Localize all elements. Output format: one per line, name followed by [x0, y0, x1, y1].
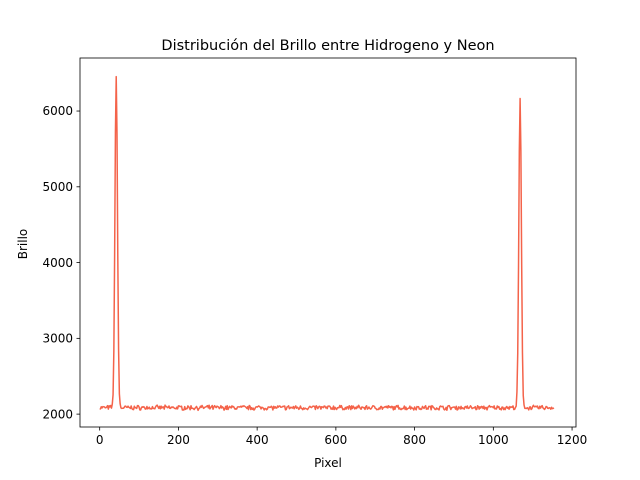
y-tick-label-6000: 6000	[42, 104, 73, 118]
x-tick-label-600: 600	[324, 433, 347, 447]
x-tick-label-200: 200	[167, 433, 190, 447]
x-tick-label-1200: 1200	[557, 433, 588, 447]
y-axis-label: Brillo	[16, 229, 30, 260]
plot-frame	[79, 57, 577, 428]
x-tick-label-400: 400	[246, 433, 269, 447]
x-tick-label-800: 800	[403, 433, 426, 447]
y-tick-label-3000: 3000	[42, 332, 73, 346]
y-tick-label-5000: 5000	[42, 180, 73, 194]
chart-title: Distribución del Brillo entre Hidrogeno …	[161, 38, 494, 54]
y-tick-label-2000: 2000	[42, 407, 73, 421]
y-tick-label-4000: 4000	[42, 256, 73, 270]
x-tick-label-0: 0	[96, 433, 104, 447]
x-axis-label: Pixel	[314, 456, 342, 470]
series-line-0	[99, 75, 555, 412]
x-tick-label-1000: 1000	[478, 433, 509, 447]
